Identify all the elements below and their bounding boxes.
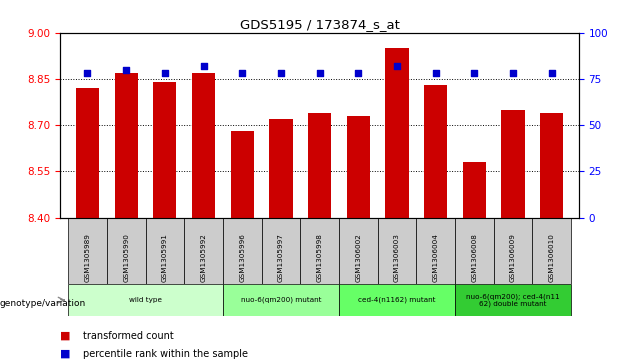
Text: transformed count: transformed count xyxy=(83,331,174,341)
Bar xyxy=(300,218,339,284)
Bar xyxy=(308,113,331,218)
Text: GSM1305998: GSM1305998 xyxy=(317,233,322,282)
Bar xyxy=(269,119,293,218)
Bar xyxy=(223,284,339,316)
Point xyxy=(198,63,209,69)
Bar xyxy=(378,218,417,284)
Text: genotype/variation: genotype/variation xyxy=(0,299,86,307)
Text: GSM1306008: GSM1306008 xyxy=(471,233,478,282)
Text: GSM1305992: GSM1305992 xyxy=(200,233,207,282)
Bar xyxy=(68,284,223,316)
Point xyxy=(83,70,93,76)
Text: ■: ■ xyxy=(60,331,71,341)
Bar xyxy=(192,73,215,218)
Point xyxy=(315,70,325,76)
Bar xyxy=(463,162,486,218)
Bar xyxy=(231,131,254,218)
Point xyxy=(469,70,480,76)
Text: GSM1306010: GSM1306010 xyxy=(549,233,555,282)
Point xyxy=(546,70,556,76)
Text: percentile rank within the sample: percentile rank within the sample xyxy=(83,349,247,359)
Bar xyxy=(68,218,107,284)
Title: GDS5195 / 173874_s_at: GDS5195 / 173874_s_at xyxy=(240,19,399,32)
Bar xyxy=(501,110,525,218)
Bar xyxy=(424,85,447,218)
Text: GSM1306009: GSM1306009 xyxy=(510,233,516,282)
Bar xyxy=(223,218,261,284)
Bar xyxy=(261,218,300,284)
Text: GSM1305991: GSM1305991 xyxy=(162,233,168,282)
Bar xyxy=(339,284,455,316)
Bar xyxy=(455,218,494,284)
Point xyxy=(392,63,402,69)
Text: ced-4(n1162) mutant: ced-4(n1162) mutant xyxy=(358,297,436,303)
Point xyxy=(160,70,170,76)
Bar xyxy=(385,48,408,218)
Point xyxy=(508,70,518,76)
Text: ■: ■ xyxy=(60,349,71,359)
Bar xyxy=(76,88,99,218)
Bar xyxy=(417,218,455,284)
Text: GSM1306002: GSM1306002 xyxy=(356,233,361,282)
Text: GSM1306003: GSM1306003 xyxy=(394,233,400,282)
Bar xyxy=(532,218,571,284)
Bar xyxy=(146,218,184,284)
Bar xyxy=(494,218,532,284)
Bar xyxy=(540,113,563,218)
Bar xyxy=(339,218,378,284)
Point xyxy=(276,70,286,76)
Bar xyxy=(347,116,370,218)
Point xyxy=(353,70,363,76)
Bar xyxy=(114,73,138,218)
Point xyxy=(121,67,131,73)
Point xyxy=(431,70,441,76)
Text: GSM1305996: GSM1305996 xyxy=(239,233,245,282)
Bar xyxy=(184,218,223,284)
Text: GSM1305990: GSM1305990 xyxy=(123,233,129,282)
Bar xyxy=(107,218,146,284)
Text: nuo-6(qm200) mutant: nuo-6(qm200) mutant xyxy=(240,297,321,303)
Text: GSM1306004: GSM1306004 xyxy=(432,233,439,282)
Text: wild type: wild type xyxy=(129,297,162,303)
Text: nuo-6(qm200); ced-4(n11
62) double mutant: nuo-6(qm200); ced-4(n11 62) double mutan… xyxy=(466,293,560,307)
Point xyxy=(237,70,247,76)
Bar xyxy=(455,284,571,316)
Text: GSM1305997: GSM1305997 xyxy=(278,233,284,282)
Text: GSM1305989: GSM1305989 xyxy=(85,233,90,282)
Bar xyxy=(153,82,176,218)
